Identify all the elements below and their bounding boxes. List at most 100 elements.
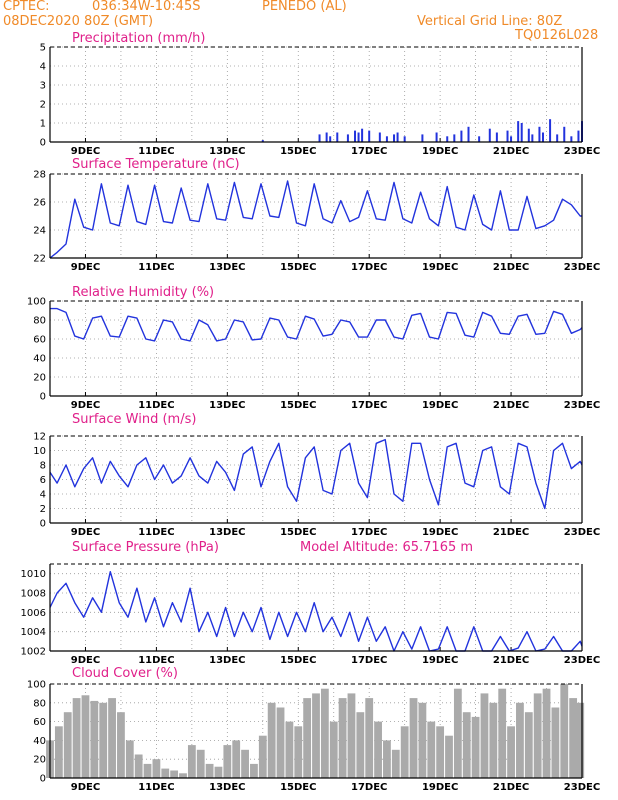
- bar: [232, 740, 241, 778]
- x-tick-label: 21DEC: [493, 527, 529, 538]
- bar: [267, 702, 276, 778]
- x-tick-label: 23DEC: [564, 782, 600, 793]
- x-tick-label: 17DEC: [351, 527, 387, 538]
- x-tick-label: 21DEC: [493, 655, 529, 666]
- bar: [516, 702, 524, 778]
- bar: [489, 702, 498, 778]
- x-tick-label: 19DEC: [422, 782, 458, 793]
- bar: [527, 128, 530, 142]
- bar: [294, 726, 303, 778]
- bar: [453, 134, 456, 142]
- x-tick-label: 23DEC: [564, 400, 600, 411]
- bar: [161, 768, 170, 778]
- bar: [338, 698, 347, 778]
- x-tick-label: 19DEC: [422, 262, 458, 273]
- x-tick-label: 13DEC: [209, 782, 245, 793]
- bar: [517, 121, 520, 142]
- bar: [445, 735, 453, 778]
- bar: [303, 698, 312, 778]
- x-tick-label: 9DEC: [71, 655, 100, 666]
- bar: [524, 712, 533, 778]
- bar: [570, 136, 573, 142]
- header-coords: 036:34W-10:45S: [92, 0, 201, 14]
- bar: [531, 134, 534, 142]
- bar: [556, 134, 559, 142]
- y-tick-label: 12: [33, 432, 46, 443]
- bar: [250, 763, 258, 778]
- x-tick-label: 17DEC: [351, 782, 387, 793]
- bar: [361, 128, 364, 142]
- panel-5: Surface Pressure (hPa) Model Altitude: 65…: [21, 540, 601, 666]
- bar: [533, 693, 542, 778]
- bar: [125, 740, 134, 778]
- bar: [356, 712, 365, 778]
- y-tick-label: 0: [40, 392, 46, 403]
- bar: [276, 707, 285, 778]
- bar: [383, 740, 391, 778]
- y-tick-label: 1010: [21, 569, 46, 580]
- x-tick-label: 17DEC: [351, 400, 387, 411]
- bar: [241, 749, 249, 778]
- y-tick-label: 40: [33, 736, 46, 747]
- bar: [488, 128, 491, 142]
- x-tick-label: 15DEC: [280, 655, 316, 666]
- x-tick-label: 15DEC: [280, 782, 316, 793]
- y-tick-label: 1002: [21, 647, 46, 658]
- bar: [134, 754, 143, 778]
- bar: [446, 136, 449, 142]
- bar: [460, 130, 463, 142]
- x-tick-label: 21DEC: [493, 782, 529, 793]
- bar: [214, 766, 223, 778]
- x-tick-label: 19DEC: [422, 146, 458, 157]
- panel-2: Surface Temperature (nC) 22 24 26 28 9DEC 11DE…: [33, 157, 600, 273]
- bar: [563, 126, 566, 142]
- bar: [385, 136, 388, 142]
- bar: [318, 134, 321, 142]
- header-code: TQ0126L028: [515, 28, 599, 43]
- bar: [498, 688, 507, 778]
- bar: [400, 726, 409, 778]
- panel-3: Relative Humidity (%) 0 20 40 60 80 100 9DEC 11D…: [27, 285, 600, 411]
- bar: [453, 688, 462, 778]
- y-tick-label: 20: [33, 755, 46, 766]
- y-tick-label: 3: [40, 81, 46, 92]
- y-tick-label: 0: [40, 138, 46, 149]
- series-line: [49, 180, 582, 259]
- y-tick-label: 100: [27, 680, 46, 691]
- y-tick-label: 1008: [21, 589, 46, 600]
- bar: [507, 726, 515, 778]
- bar: [258, 735, 267, 778]
- bar: [393, 134, 396, 142]
- series-line: [50, 307, 583, 342]
- bar: [223, 745, 232, 778]
- bar: [187, 745, 196, 778]
- x-tick-label: 9DEC: [71, 146, 100, 157]
- y-tick-label: 100: [27, 297, 46, 308]
- bar: [478, 136, 481, 142]
- panel-title: Relative Humidity (%): [72, 285, 214, 300]
- bar: [179, 773, 187, 778]
- bar: [542, 688, 551, 778]
- panel-4: Surface Wind (m/s) 0 2 4 6 8 10 12 9DEC 11DEC 13DE…: [33, 412, 600, 538]
- x-tick-label: 15DEC: [280, 400, 316, 411]
- y-tick-label: 4: [40, 490, 46, 501]
- bar: [329, 136, 332, 142]
- x-tick-label: 17DEC: [351, 262, 387, 273]
- bar: [285, 721, 294, 778]
- bar: [435, 132, 438, 142]
- y-tick-label: 26: [33, 198, 46, 209]
- x-tick-label: 11DEC: [138, 262, 174, 273]
- bar: [467, 126, 470, 142]
- y-tick-label: 1004: [21, 627, 46, 638]
- series-line: [49, 571, 583, 652]
- bar: [427, 721, 436, 778]
- x-tick-label: 13DEC: [209, 146, 245, 157]
- x-tick-label: 19DEC: [422, 655, 458, 666]
- bar: [421, 134, 424, 142]
- bar: [462, 712, 471, 778]
- bar: [117, 712, 125, 778]
- x-tick-label: 9DEC: [71, 400, 100, 411]
- bar: [365, 698, 374, 778]
- panel-1: Precipitation (mm/h) 0 1 2 3 4 5 9DEC 11DEC 13DEC…: [40, 31, 601, 157]
- bar: [506, 130, 509, 142]
